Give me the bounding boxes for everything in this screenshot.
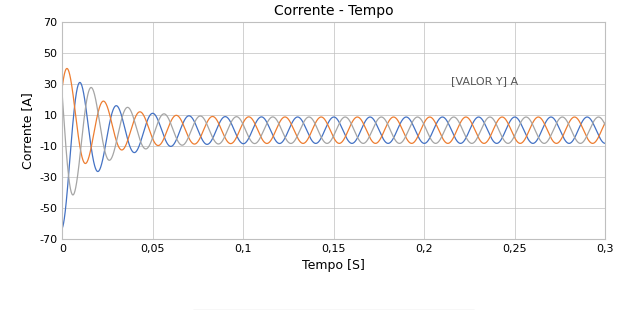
Fase U (545, 116, 553, 119)
Fase W (530, 126, 538, 130)
Fases V (82, 162, 89, 165)
Line: Fase U: Fase U (62, 82, 605, 228)
Fase U (405, 117, 412, 120)
Fase W (59, 96, 66, 100)
Fase U (59, 226, 66, 230)
Title: Corrente - Tempo: Corrente - Tempo (274, 4, 394, 18)
Fase W (69, 193, 77, 197)
Fases V (59, 84, 66, 88)
X-axis label: Tempo [S]: Tempo [S] (303, 259, 365, 272)
Fase U (76, 81, 84, 84)
Fase W (594, 115, 602, 119)
Fase U (530, 141, 538, 145)
Line: Fases V: Fases V (62, 69, 605, 163)
Fases V (63, 67, 71, 70)
Text: [VALOR Y] A: [VALOR Y] A (452, 76, 519, 86)
Fase U (594, 132, 602, 136)
Fases V (405, 140, 412, 144)
Y-axis label: Corrente [A]: Corrente [A] (21, 92, 34, 169)
Fase W (303, 116, 310, 120)
Fase U (600, 141, 608, 145)
Fases V (602, 121, 609, 124)
Fases V (530, 118, 538, 122)
Fases V (594, 136, 602, 140)
Line: Fase W: Fase W (62, 87, 605, 195)
Fase W (600, 121, 608, 125)
Fase U (303, 128, 310, 132)
Fases V (600, 123, 608, 126)
Fase U (602, 142, 609, 145)
Fase W (87, 86, 95, 89)
Fase W (405, 127, 412, 131)
Fases V (545, 133, 553, 136)
Fases V (303, 139, 310, 143)
Fase W (602, 123, 609, 127)
Fase W (545, 137, 553, 140)
